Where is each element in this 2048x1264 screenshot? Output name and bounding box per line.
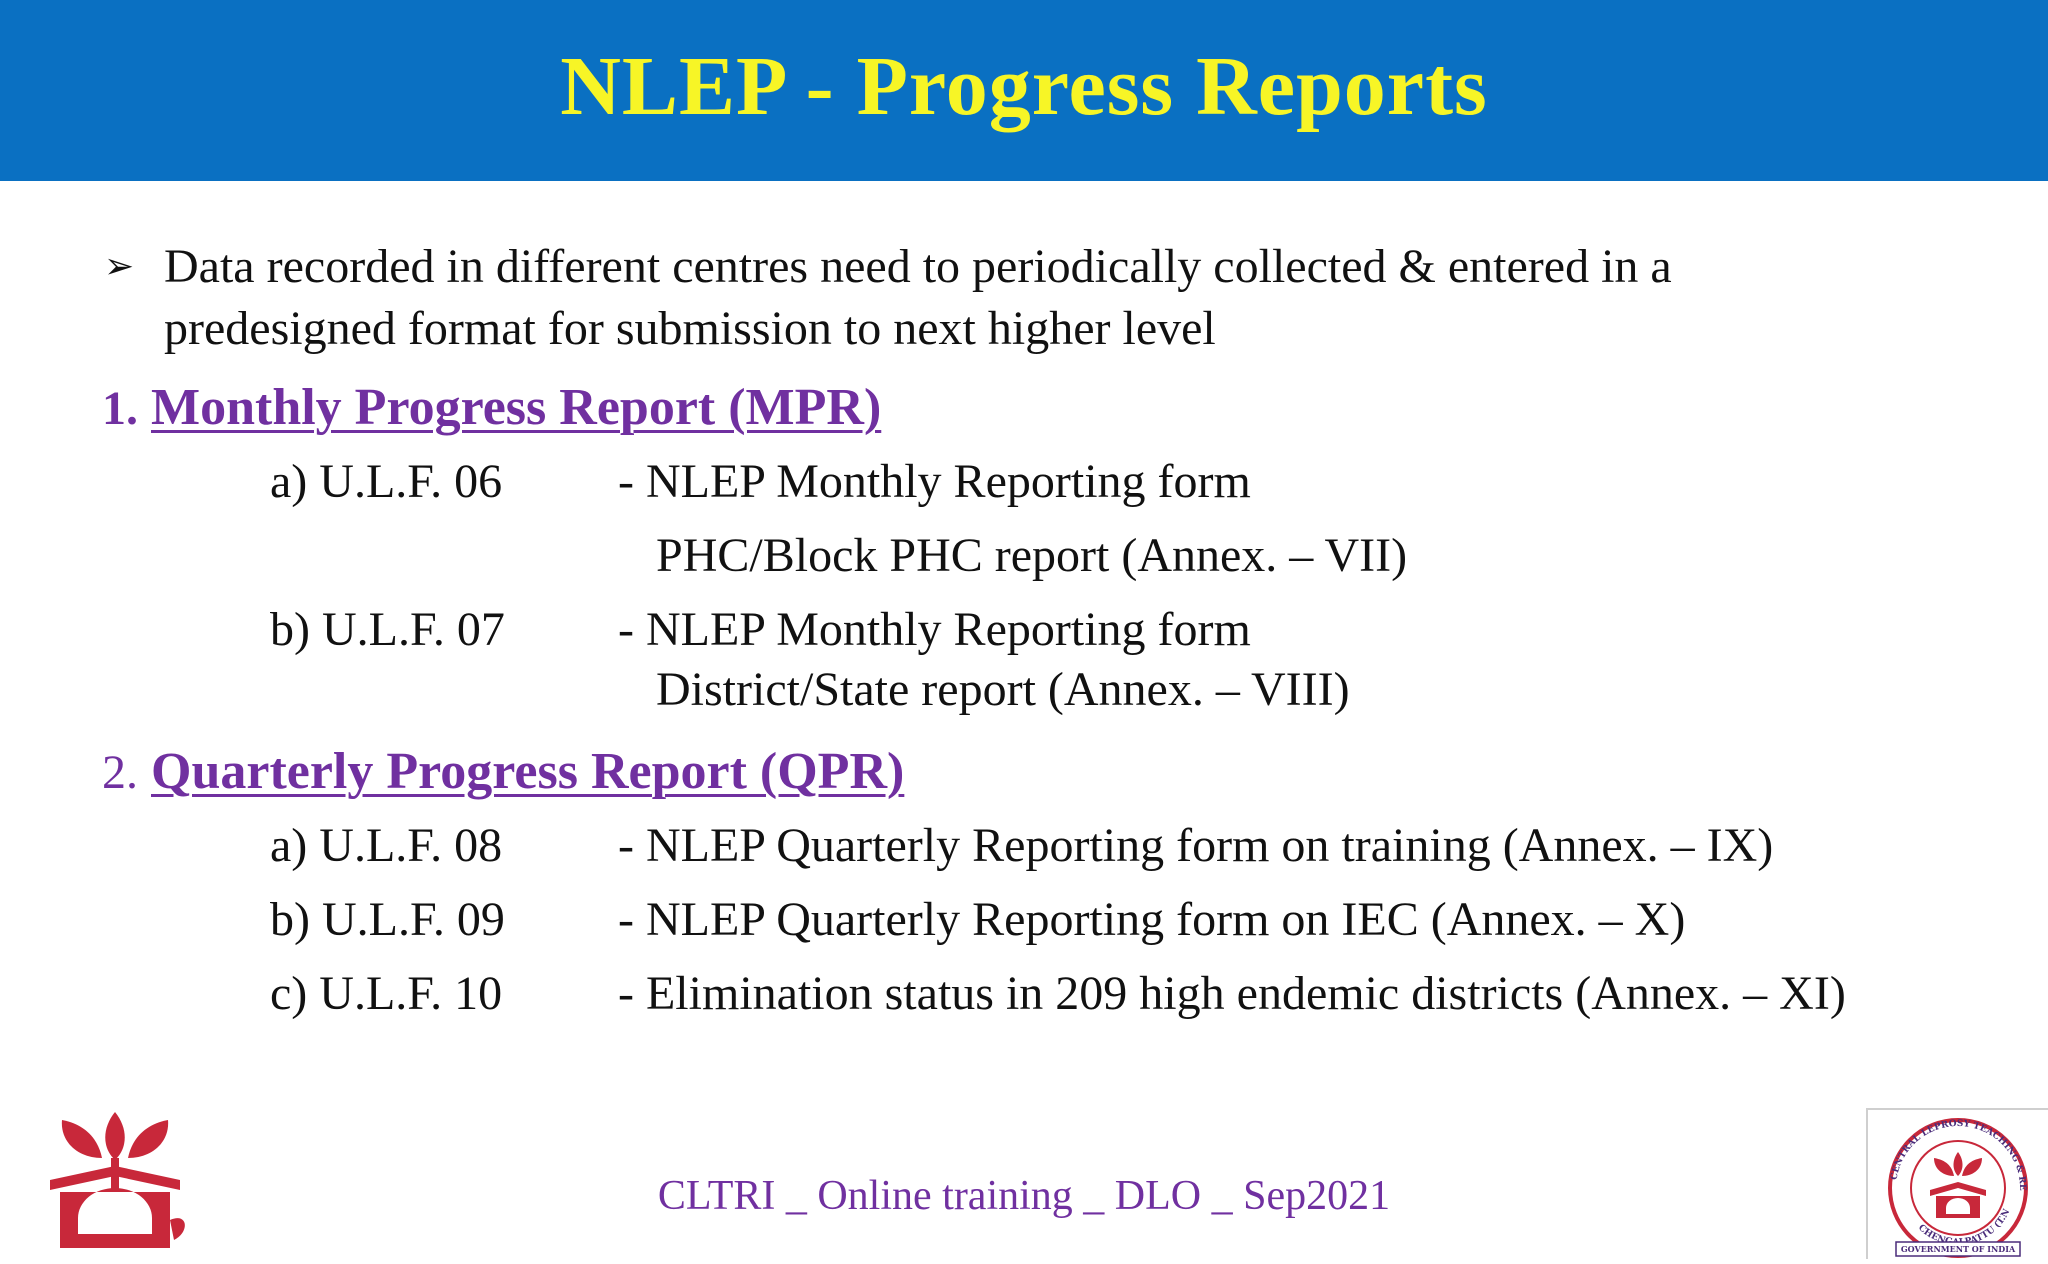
section-title: Quarterly Progress Report (QPR) xyxy=(151,743,905,800)
cltri-seal-logo-icon: CENTRAL LEPROSY TEACHING & RESEARCH INST… xyxy=(1864,1102,2048,1259)
section-number: 2. xyxy=(102,746,138,799)
title-banner: NLEP - Progress Reports xyxy=(0,0,2048,181)
intro-line-1: Data recorded in different centres need … xyxy=(164,240,1672,293)
report-code: c) U.L.F. 10 xyxy=(270,967,503,1020)
intro-line-2: predesigned format for submission to nex… xyxy=(164,302,1216,355)
intro-text: Data recorded in different centres need … xyxy=(164,236,1884,360)
section-number: 1. xyxy=(102,382,138,435)
seal-ribbon-text: GOVERNMENT OF INDIA xyxy=(1901,1244,2016,1254)
report-description: - NLEP Monthly Reporting form xyxy=(618,603,1251,656)
arrow-bullet-icon: ➢ xyxy=(104,246,135,287)
section-heading-mpr: 1. Monthly Progress Report (MPR) xyxy=(102,377,881,440)
report-subdescription: District/State report (Annex. – VIII) xyxy=(656,663,1350,716)
footer-caption: CLTRI _ Online training _ DLO _ Sep2021 xyxy=(657,1173,1391,1219)
section-heading-qpr: 2. Quarterly Progress Report (QPR) xyxy=(102,741,904,804)
report-description: - NLEP Monthly Reporting form xyxy=(618,455,1251,508)
slide-title: NLEP - Progress Reports xyxy=(560,40,1488,133)
report-code: a) U.L.F. 08 xyxy=(270,819,503,872)
intro-bullet: ➢ Data recorded in different centres nee… xyxy=(104,236,1884,360)
section-title: Monthly Progress Report (MPR) xyxy=(151,379,882,436)
report-code: b) U.L.F. 07 xyxy=(270,603,505,656)
report-description: - Elimination status in 209 high endemic… xyxy=(618,967,1846,1020)
lotus-house-logo-icon xyxy=(40,1108,190,1254)
report-description: - NLEP Quarterly Reporting form on train… xyxy=(618,819,1774,872)
report-code: a) U.L.F. 06 xyxy=(270,455,503,508)
report-subdescription: PHC/Block PHC report (Annex. – VII) xyxy=(656,529,1408,582)
report-description: - NLEP Quarterly Reporting form on IEC (… xyxy=(618,893,1686,946)
report-code: b) U.L.F. 09 xyxy=(270,893,505,946)
